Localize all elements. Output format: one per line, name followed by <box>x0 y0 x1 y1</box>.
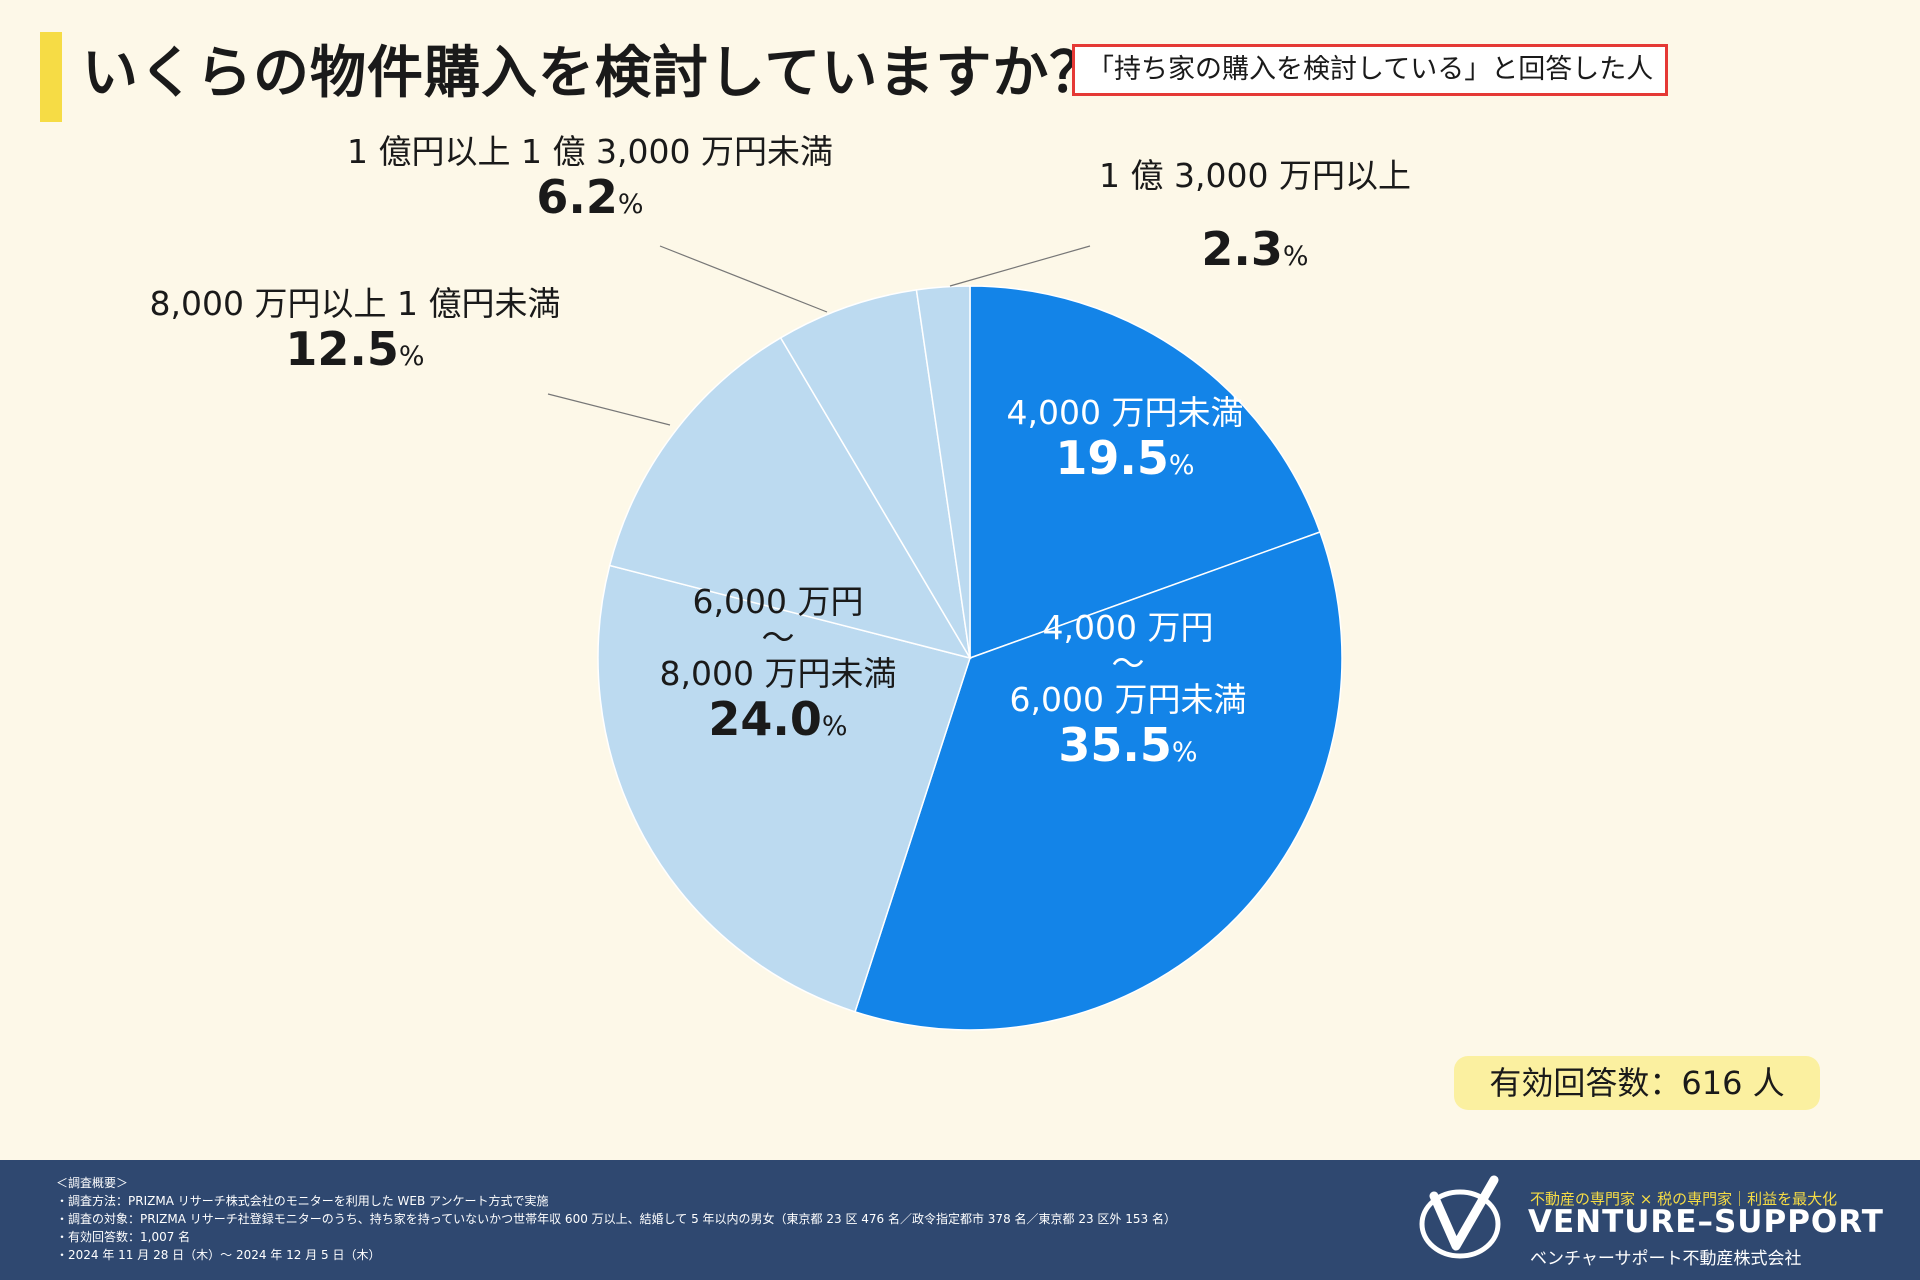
pie-slice <box>597 564 971 1013</box>
slice-value-label: 24.0% <box>708 692 847 746</box>
leader-line <box>949 245 1091 287</box>
survey-note-responses: ・有効回答数：1,007 名 <box>56 1230 191 1244</box>
slice-category-label: 8,000 万円未満 <box>660 654 897 693</box>
survey-note-heading: ＜調査概要＞ <box>56 1176 129 1190</box>
logo-tagline: 不動産の専門家 × 税の専門家｜利益を最大化 <box>1530 1190 1838 1208</box>
slice-value-label: 19.5% <box>1055 431 1194 485</box>
slice-value-label: 6.2% <box>536 170 643 224</box>
slice-category-label: 6,000 万円 <box>693 582 864 621</box>
slice-category-label: 6,000 万円未満 <box>1010 680 1247 719</box>
slice-category-label: 〜 <box>762 618 795 657</box>
respondent-count-badge: 有効回答数：616 人 <box>1454 1056 1820 1110</box>
slice-value-label: 2.3% <box>1201 222 1308 276</box>
pie-slice <box>608 336 972 660</box>
title-accent-bar <box>40 32 62 122</box>
venture-support-logo-icon <box>1419 1175 1501 1259</box>
pie-slice <box>779 289 971 659</box>
leader-line <box>659 245 828 313</box>
pie-slice <box>969 285 1321 660</box>
leader-line <box>547 393 671 426</box>
survey-note-target: ・調査の対象：PRIZMA リサーチ社登録モニターのうち、持ち家を持っていないか… <box>56 1212 1176 1226</box>
pie-slice <box>854 531 1343 1031</box>
slice-category-label: 4,000 万円 <box>1043 608 1214 647</box>
slice-category-label: 〜 <box>1112 644 1145 683</box>
pie-slice <box>915 285 971 659</box>
survey-note-method: ・調査方法：PRIZMA リサーチ株式会社のモニターを利用した WEB アンケー… <box>56 1194 549 1208</box>
company-name: ベンチャーサポート不動産株式会社 <box>1530 1249 1802 1269</box>
slice-category-label: 8,000 万円以上 1 億円未満 <box>150 284 561 323</box>
page-title: いくらの物件購入を検討していますか？ <box>82 41 1107 106</box>
slice-category-label: 1 億円以上 1 億 3,000 万円未満 <box>347 132 833 171</box>
brand-name: VENTURE–SUPPORT <box>1528 1204 1884 1240</box>
survey-notes: ＜調査概要＞ ・調査方法：PRIZMA リサーチ株式会社のモニターを利用した W… <box>56 1174 1176 1264</box>
footer: ＜調査概要＞ ・調査方法：PRIZMA リサーチ株式会社のモニターを利用した W… <box>0 1160 1920 1280</box>
slice-value-label: 12.5% <box>285 322 424 376</box>
respondent-condition-label: 「持ち家の購入を検討している」と回答した人 <box>1072 44 1669 96</box>
slice-category-label: 4,000 万円未満 <box>1007 393 1244 432</box>
slice-category-label: 1 億 3,000 万円以上 <box>1099 156 1411 195</box>
slice-value-label: 35.5% <box>1058 718 1197 772</box>
survey-note-period: ・2024 年 11 月 28 日（木）〜 2024 年 12 月 5 日（木） <box>56 1248 381 1262</box>
